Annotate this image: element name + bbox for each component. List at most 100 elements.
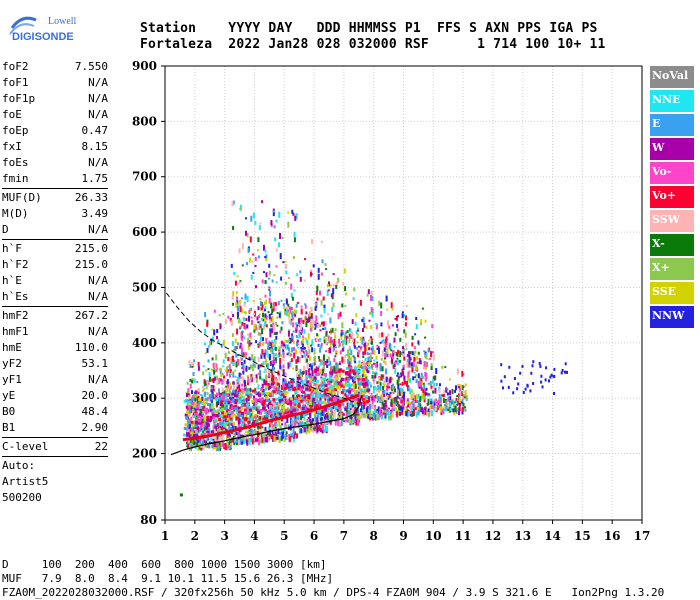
- echo-point: [281, 340, 283, 344]
- echo-point: [360, 412, 363, 416]
- echo-point: [226, 366, 228, 370]
- echo-point: [327, 356, 330, 361]
- echo-point: [339, 382, 343, 386]
- echo-point: [359, 400, 362, 406]
- echo-point: [251, 260, 254, 263]
- echo-point: [258, 393, 262, 397]
- echo-point: [223, 375, 225, 379]
- echo-point: [231, 425, 234, 430]
- echo-point: [427, 348, 430, 353]
- echo-point: [233, 398, 237, 402]
- echo-point: [248, 438, 251, 445]
- echo-point: [415, 394, 418, 401]
- echo-point: [200, 445, 203, 449]
- echo-point: [396, 328, 399, 332]
- echo-point: [402, 371, 405, 377]
- echo-point: [219, 403, 223, 406]
- echo-point: [277, 403, 281, 407]
- echo-point: [288, 388, 292, 392]
- echo-point: [189, 396, 192, 401]
- echo-point: [408, 351, 410, 355]
- params-separator: [2, 306, 108, 307]
- echo-point: [345, 371, 349, 374]
- echo-point: [245, 352, 247, 356]
- echo-point: [203, 415, 206, 421]
- echo-point: [246, 438, 249, 441]
- echo-point: [293, 415, 296, 420]
- echo-point: [333, 412, 336, 418]
- echo-point: [323, 336, 326, 340]
- echo-point: [259, 375, 262, 380]
- echo-point: [369, 294, 372, 301]
- echo-point: [447, 408, 450, 411]
- echo-point: [314, 416, 317, 419]
- echo-point: [250, 428, 253, 434]
- echo-point: [311, 339, 314, 346]
- echo-point: [220, 428, 224, 432]
- echo-point: [412, 398, 415, 401]
- echo-point: [240, 439, 243, 442]
- echo-point: [259, 370, 262, 376]
- echo-point: [218, 408, 222, 412]
- echo-point: [370, 307, 373, 312]
- echo-point: [272, 425, 275, 431]
- param-label: foF1p: [2, 92, 36, 105]
- echo-point: [404, 322, 407, 327]
- echo-point: [349, 388, 353, 391]
- echo-point: [231, 295, 234, 300]
- echo-point: [227, 351, 230, 355]
- echo-point: [309, 403, 312, 407]
- echo-point: [190, 431, 194, 435]
- echo-point: [267, 354, 270, 359]
- echo-point: [327, 399, 331, 403]
- echo-point: [339, 413, 342, 416]
- echo-point: [406, 412, 409, 415]
- echo-point: [252, 271, 255, 274]
- echo-point: [400, 372, 402, 378]
- echo-point: [373, 362, 376, 365]
- echo-point: [398, 389, 401, 396]
- echo-point: [288, 339, 291, 343]
- echo-point: [322, 361, 325, 368]
- echo-point: [274, 357, 277, 364]
- echo-point: [365, 389, 369, 393]
- echo-point: [360, 345, 363, 349]
- echo-point: [302, 390, 306, 394]
- echo-point: [552, 374, 555, 378]
- echo-point: [204, 397, 208, 401]
- param-value: 26.33: [74, 191, 108, 204]
- echo-point: [305, 311, 308, 315]
- echo-point: [353, 389, 357, 393]
- echo-point: [424, 371, 427, 376]
- echo-point: [324, 320, 327, 325]
- echo-point: [264, 393, 266, 397]
- echo-point: [313, 348, 316, 355]
- legend-item: Vo-: [650, 162, 694, 184]
- echo-point: [352, 387, 355, 390]
- y-tick-label: 900: [132, 59, 157, 73]
- echo-point: [325, 425, 328, 432]
- echo-point: [228, 427, 232, 431]
- echo-point: [322, 321, 325, 327]
- echo-point: [236, 386, 239, 390]
- echo-point: [314, 320, 317, 324]
- echo-point: [406, 380, 408, 387]
- echo-point: [363, 343, 366, 347]
- echo-point: [424, 364, 427, 370]
- echo-point: [358, 383, 361, 389]
- echo-point: [329, 284, 332, 287]
- echo-point: [413, 401, 416, 404]
- echo-point: [188, 409, 192, 413]
- echo-point: [224, 401, 227, 406]
- echo-point: [323, 304, 326, 310]
- echo-point: [261, 408, 265, 412]
- echo-point: [214, 425, 218, 429]
- echo-point: [290, 312, 293, 315]
- echo-point: [197, 365, 200, 371]
- echo-point: [212, 442, 215, 447]
- echo-point: [327, 289, 330, 292]
- echo-point: [271, 420, 273, 426]
- x-tick-label: 15: [574, 529, 591, 543]
- echo-point: [332, 273, 335, 276]
- echo-point: [212, 336, 214, 343]
